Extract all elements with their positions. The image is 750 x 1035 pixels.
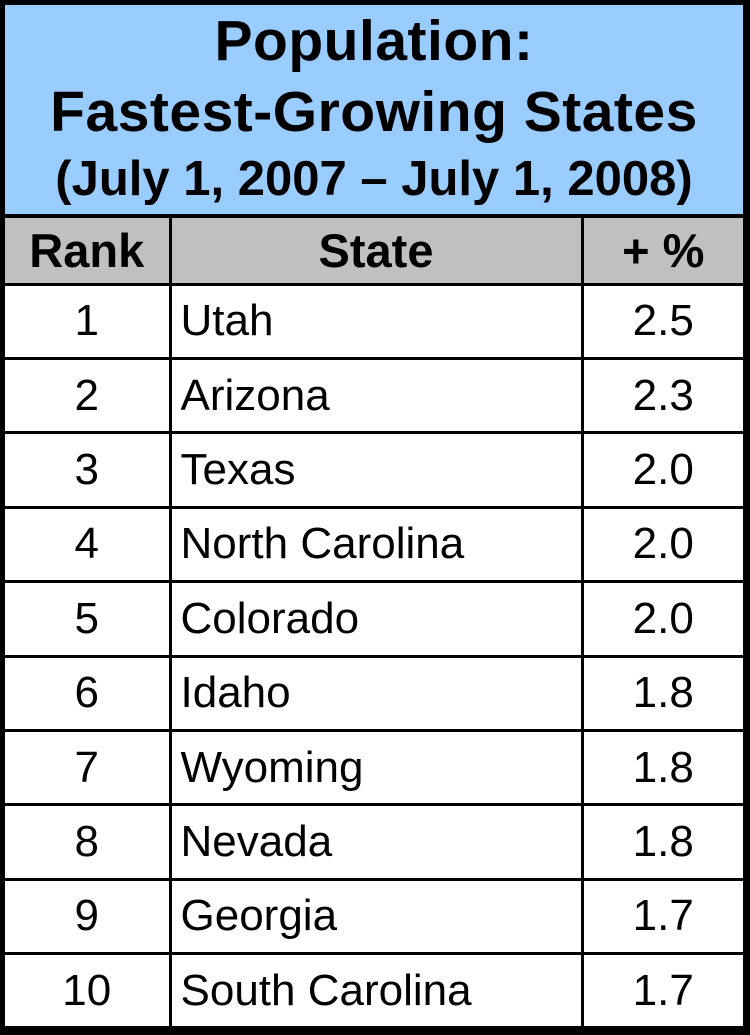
table-row: 5 Colorado 2.0 xyxy=(5,580,743,658)
title-line-2: Fastest-Growing States xyxy=(50,79,698,144)
table-row: 4 North Carolina 2.0 xyxy=(5,505,743,584)
title-line-1: Population: xyxy=(214,8,534,73)
table-row: 3 Texas 2.0 xyxy=(5,431,743,509)
title-block: Population: Fastest-Growing States (July… xyxy=(5,5,743,218)
pct-cell: 1.8 xyxy=(580,654,743,732)
column-header-state: State xyxy=(168,218,584,286)
rank-cell: 10 xyxy=(5,952,172,1026)
rank-cell: 6 xyxy=(5,654,172,732)
table-body: 1 Utah 2.5 2 Arizona 2.3 3 Texas 2.0 4 N… xyxy=(5,282,743,1026)
pct-cell: 2.3 xyxy=(580,356,743,435)
rank-cell: 9 xyxy=(5,877,172,956)
table-row: 8 Nevada 1.8 xyxy=(5,803,743,881)
rank-cell: 1 xyxy=(5,282,172,360)
table-row: 2 Arizona 2.3 xyxy=(5,356,743,435)
pct-cell: 2.0 xyxy=(580,505,743,584)
table-row: 1 Utah 2.5 xyxy=(5,282,743,360)
pct-cell: 1.8 xyxy=(580,728,743,807)
state-cell: Wyoming xyxy=(168,728,584,807)
pct-cell: 1.8 xyxy=(580,803,743,881)
pct-cell: 2.0 xyxy=(580,431,743,509)
state-cell: South Carolina xyxy=(168,952,584,1026)
title-line-3: (July 1, 2007 – July 1, 2008) xyxy=(55,151,693,206)
header-row: Rank State + % xyxy=(5,218,743,286)
rank-cell: 7 xyxy=(5,728,172,807)
population-table: Rank State + % 1 Utah 2.5 2 Arizona 2.3 … xyxy=(5,218,743,1026)
state-cell: North Carolina xyxy=(168,505,584,584)
table-header: Rank State + % xyxy=(5,218,743,286)
state-cell: Arizona xyxy=(168,356,584,435)
table-row: 7 Wyoming 1.8 xyxy=(5,728,743,807)
table-row: 10 South Carolina 1.7 xyxy=(5,952,743,1026)
rank-cell: 8 xyxy=(5,803,172,881)
state-cell: Colorado xyxy=(168,580,584,658)
table-row: 9 Georgia 1.7 xyxy=(5,877,743,956)
state-cell: Nevada xyxy=(168,803,584,881)
state-cell: Georgia xyxy=(168,877,584,956)
rank-cell: 5 xyxy=(5,580,172,658)
state-cell: Utah xyxy=(168,282,584,360)
pct-cell: 2.5 xyxy=(580,282,743,360)
rank-cell: 3 xyxy=(5,431,172,509)
rank-cell: 4 xyxy=(5,505,172,584)
pct-cell: 1.7 xyxy=(580,952,743,1026)
pct-cell: 1.7 xyxy=(580,877,743,956)
state-cell: Texas xyxy=(168,431,584,509)
pct-cell: 2.0 xyxy=(580,580,743,658)
table-row: 6 Idaho 1.8 xyxy=(5,654,743,732)
column-header-rank: Rank xyxy=(5,218,172,286)
state-cell: Idaho xyxy=(168,654,584,732)
rank-cell: 2 xyxy=(5,356,172,435)
column-header-pct: + % xyxy=(580,218,743,286)
